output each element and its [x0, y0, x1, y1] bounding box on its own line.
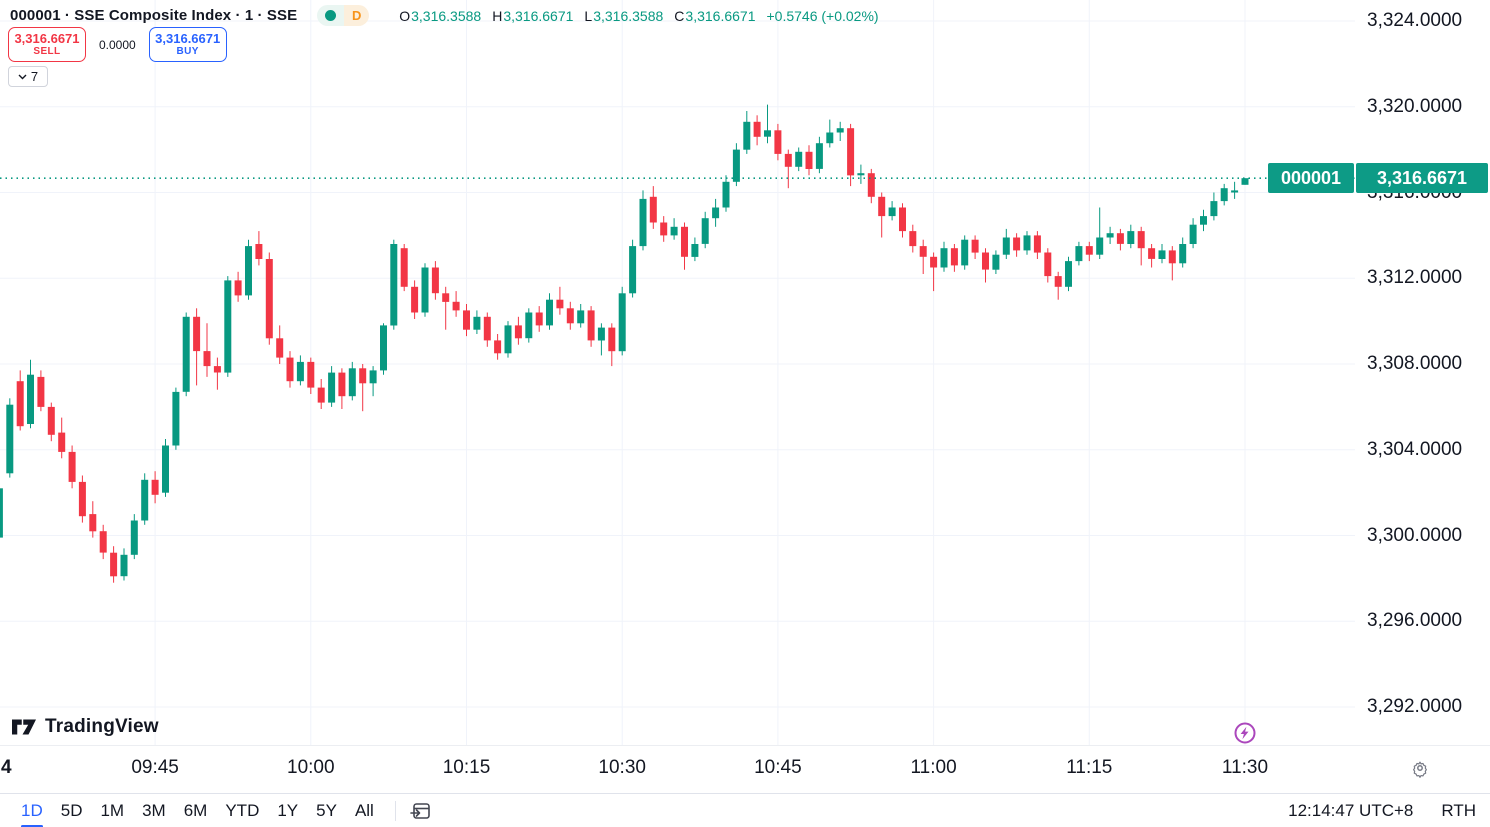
close-label: C: [674, 7, 685, 24]
low-label: L: [584, 7, 593, 24]
market-status-dot-segment: [317, 5, 345, 26]
range-button-1y[interactable]: 1Y: [277, 800, 299, 820]
open-value: 3,316.3588: [411, 7, 482, 24]
high-label: H: [492, 7, 503, 24]
market-open-dot-icon: [325, 10, 337, 21]
time-axis-label: 09:45: [131, 757, 179, 778]
time-axis-label: 10:45: [754, 757, 802, 778]
range-button-5y[interactable]: 5Y: [316, 800, 337, 820]
lightning-marker-icon[interactable]: [1233, 721, 1257, 745]
candlestick-chart[interactable]: [0, 0, 1490, 745]
buy-price: 3,316.6671: [155, 30, 221, 46]
range-button-1m[interactable]: 1M: [100, 800, 125, 820]
last-price-value: 3,316.6671: [1356, 163, 1488, 194]
price-axis-label: 3,296.0000: [1367, 610, 1463, 632]
ohlc-values: O3,316.3588 H3,316.6671 L3,316.3588 C3,3…: [399, 8, 878, 24]
time-axis-label: 10:00: [287, 757, 335, 778]
range-button-1d[interactable]: 1D: [12, 798, 52, 827]
time-axis[interactable]: 4 09:45 10:00 10:15 10:30 10:45 11:00 11:15 11:…: [0, 745, 1490, 794]
range-button-ytd[interactable]: YTD: [225, 800, 260, 820]
last-price-symbol: 000001: [1268, 163, 1354, 194]
open-label: O: [399, 7, 411, 24]
change-value: +0.5746 (+0.02%): [766, 7, 879, 24]
time-axis-label: 10:15: [442, 757, 491, 778]
range-button-6m[interactable]: 6M: [183, 800, 208, 820]
sell-label: SELL: [33, 46, 61, 58]
time-axis-label: 10:30: [598, 757, 646, 778]
close-value: 3,316.6671: [685, 7, 756, 24]
clock-display[interactable]: 12:14:47 UTC+8: [1288, 800, 1414, 820]
spread-value: 0.0000: [99, 37, 136, 52]
tradingview-logo-icon: [12, 719, 36, 735]
price-axis-label: 3,304.0000: [1367, 438, 1463, 460]
sell-button[interactable]: 3,316.6671 SELL: [8, 27, 86, 62]
calendar-arrow-icon: [410, 802, 430, 819]
axis-settings-gear-icon[interactable]: [1410, 758, 1430, 778]
symbol-title[interactable]: 000001 · SSE Composite Index · 1 · SSE: [10, 7, 298, 24]
range-button-all[interactable]: All: [354, 800, 374, 820]
time-axis-label: 11:00: [910, 757, 957, 778]
time-axis-label: 11:30: [1221, 757, 1269, 778]
price-axis-label: 3,312.0000: [1367, 267, 1463, 289]
price-axis-label: 3,324.0000: [1367, 10, 1463, 31]
high-value: 3,316.6671: [503, 7, 574, 24]
drawings-dropdown[interactable]: 7: [8, 66, 48, 87]
toolbar-divider: [394, 800, 396, 821]
price-axis-label: 3,308.0000: [1367, 353, 1463, 374]
sell-price: 3,316.6671: [14, 30, 80, 46]
interval-status-badge[interactable]: D: [317, 5, 370, 26]
price-axis-label: 3,292.0000: [1367, 696, 1463, 717]
tradingview-logo[interactable]: TradingView: [10, 716, 159, 738]
chart-legend: 000001 · SSE Composite Index · 1 · SSE D…: [10, 5, 879, 26]
buy-label: BUY: [176, 46, 199, 58]
range-button-5d[interactable]: 5D: [60, 800, 83, 820]
price-axis-label: 3,300.0000: [1367, 524, 1463, 546]
go-to-date-button[interactable]: [408, 798, 434, 824]
tradingview-logo-text: TradingView: [45, 716, 159, 737]
low-value: 3,316.3588: [593, 7, 664, 24]
bottom-toolbar: 1D 5D 1M 3M 6M YTD 1Y 5Y All 12:14:47 UTC+8 RTH: [0, 793, 1490, 827]
trade-widget: 3,316.6671 SELL 0.0000 3,316.6671 BUY: [8, 27, 227, 62]
daily-interval-badge: D: [344, 5, 370, 26]
price-axis-label: 3,320.0000: [1367, 95, 1463, 117]
buy-button[interactable]: 3,316.6671 BUY: [148, 27, 227, 62]
time-axis-date-label: 4: [1, 757, 12, 778]
range-selector: 1D 5D 1M 3M 6M YTD 1Y 5Y All: [12, 798, 383, 827]
time-axis-label: 11:15: [1066, 757, 1113, 778]
chart-pane[interactable]: 000001 · SSE Composite Index · 1 · SSE D…: [0, 0, 1490, 745]
toolbar-right: 12:14:47 UTC+8 RTH: [1288, 801, 1476, 821]
last-price-label: 000001 3,316.6671: [1268, 163, 1488, 194]
session-badge[interactable]: RTH: [1441, 800, 1476, 820]
chevron-down-icon: [18, 74, 27, 79]
drawings-count: 7: [30, 69, 39, 84]
range-button-3m[interactable]: 3M: [142, 800, 166, 820]
